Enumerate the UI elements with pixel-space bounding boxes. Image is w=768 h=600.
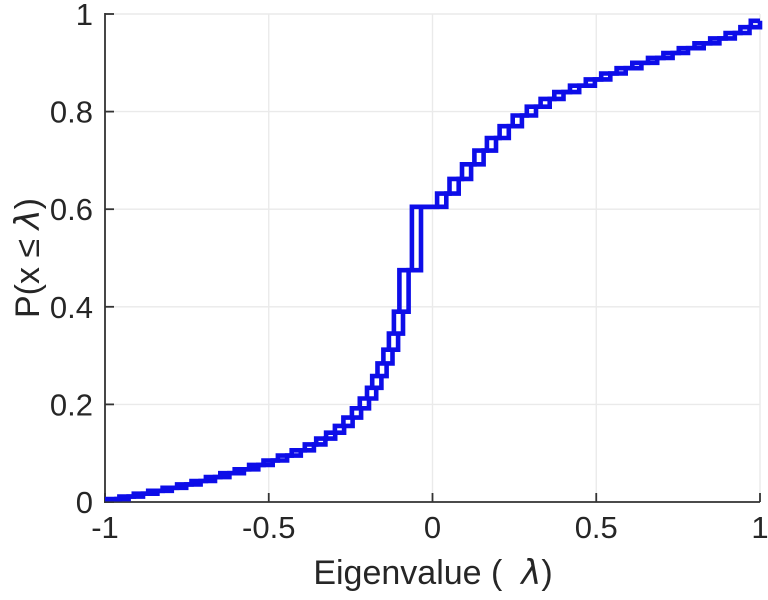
grid-lines — [104, 13, 761, 503]
y-tick-label: 0.6 — [50, 192, 93, 227]
x-axis-label-text: Eigenvalue ( — [313, 554, 522, 592]
y-tick-label: 0.4 — [50, 290, 93, 325]
y-axis-label-text: P(x ≤ — [9, 229, 47, 319]
lambda-symbol: λ — [521, 553, 542, 593]
ecdf-step-line — [114, 20, 763, 502]
y-axis-label: P(x ≤ λ) — [8, 197, 48, 319]
x-tick-label: 0.5 — [575, 510, 618, 545]
y-tick-label: 0 — [76, 485, 93, 520]
y-axis-label-suffix: ) — [9, 197, 47, 210]
ecdf-step-line — [105, 18, 760, 502]
x-tick-label: 1 — [751, 510, 768, 545]
y-tick-label: 0.2 — [50, 387, 93, 422]
x-tick-label: 0 — [424, 510, 441, 545]
lambda-symbol: λ — [8, 209, 48, 230]
tick-labels: -1 -0.5 0 0.5 1 0 0.2 0.4 0.6 0.8 1 — [50, 0, 768, 545]
x-axis-label-suffix: ) — [541, 554, 553, 592]
x-tick-label: -1 — [91, 510, 119, 545]
ecdf-series — [105, 18, 763, 502]
x-axis-label: Eigenvalue ( λ) — [313, 556, 552, 590]
y-tick-label: 0.8 — [50, 95, 93, 130]
y-tick-label: 1 — [76, 0, 93, 32]
x-tick-label: -0.5 — [242, 510, 295, 545]
